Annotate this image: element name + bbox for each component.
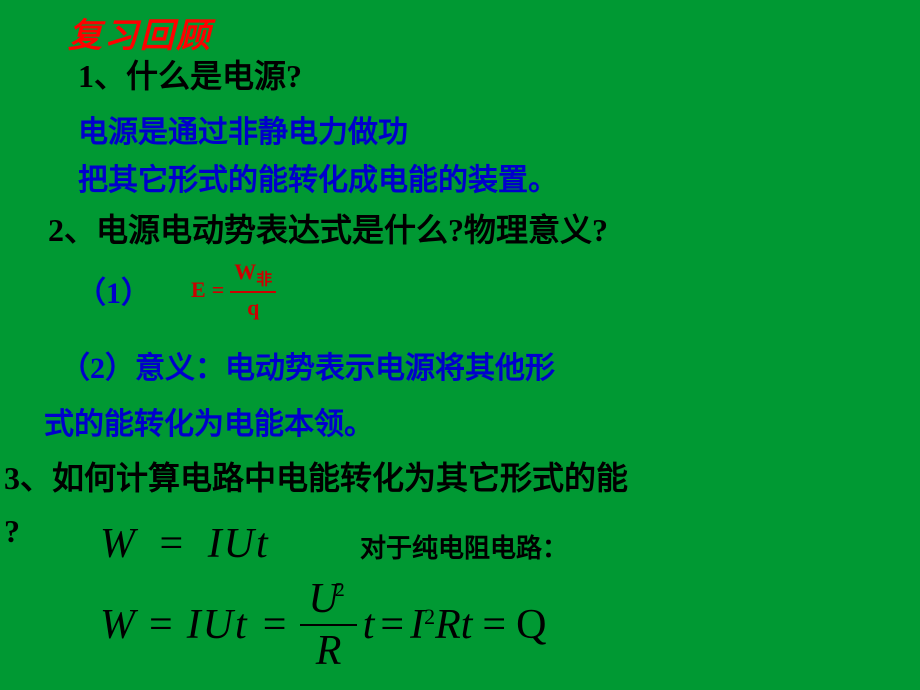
f2-eq2: = [263,601,287,649]
f2-t1: t [363,601,375,649]
f2-eq4: = [482,601,506,649]
question-2: 2、电源电动势表达式是什么?物理意义? [0,205,920,251]
f2-Q: Q [516,601,546,649]
emf-formula: E = W非 q [191,259,276,321]
emf-eq: = [212,277,225,303]
f2-fraction: U2 R [300,578,356,672]
formula-note: 对于纯电阻电路： [360,528,568,565]
formula-work-1: W = IUt [100,520,270,568]
emf-num-w: W [234,259,256,284]
f2-Rt: Rt [435,601,472,649]
question-3-line1: 3、如何计算电路中电能转化为其它形式的能 [0,453,920,499]
f2-eq1: = [149,601,173,649]
f2-I: I [410,601,424,649]
emf-denominator: q [243,293,263,321]
slide: 复习回顾 1、什么是电源? 电源是通过非静电力做功 把其它形式的能转化成电能的装… [0,0,920,690]
f2-W: W [100,601,135,649]
f2-IUt: IUt [187,601,249,649]
answer-2-part2-line2: 式的能转化为电能本领。 [0,399,920,443]
emf-num-sub: 非 [256,271,272,288]
review-title: 复习回顾 [0,8,920,57]
f1-eq: = [160,521,184,567]
f2-eq3: = [380,601,404,649]
question-1: 1、什么是电源? [0,51,920,97]
f2-U-exp: 2 [335,579,345,601]
f2-frac-den: R [308,626,350,672]
answer-2-part2-line1: （2）意义：电动势表示电源将其他形 [0,343,920,387]
f1-rhs: IUt [208,521,270,567]
emf-lhs: E [191,277,206,303]
answer-1-line1: 电源是通过非静电力做功 [0,107,920,151]
answer-2-part1-label: （1） [76,268,151,312]
emf-fraction: W非 q [230,259,276,321]
answer-2-part1: （1） E = W非 q [0,259,920,321]
formula-work-2: W = IUt = U2 R t = I2Rt = Q [100,578,546,672]
f2-I-exp: 2 [424,604,435,630]
emf-numerator: W非 [230,259,276,293]
f1-W: W [100,521,135,567]
answer-1-line2: 把其它形式的能转化成电能的装置。 [0,155,920,199]
f2-frac-num: U2 [300,578,356,626]
